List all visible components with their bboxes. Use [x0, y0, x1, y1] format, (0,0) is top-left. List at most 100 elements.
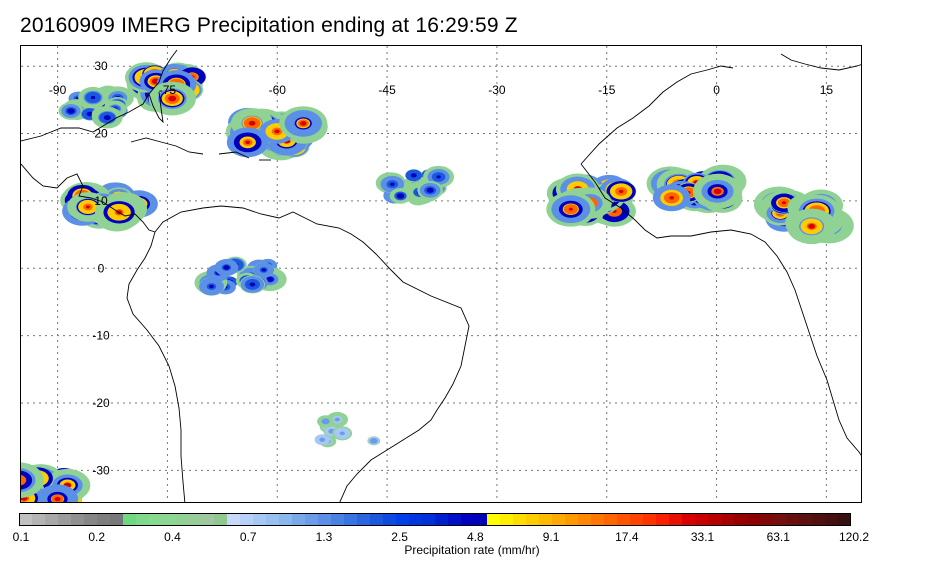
- latitude-label: 10: [94, 194, 108, 208]
- colorbar-swatch: [461, 513, 475, 526]
- colorbar-swatch: [513, 513, 527, 526]
- colorbar-tick-label: 0.7: [239, 530, 257, 544]
- precip-cell-central-africa: [753, 186, 854, 245]
- longitude-label: -45: [378, 83, 396, 97]
- colorbar-swatch: [318, 513, 332, 526]
- coastline-florida: [148, 91, 164, 124]
- precipitation-map: -90 -75 -60 -45 -30 -15 0 15 30 20 10 0 -10 -20 -30: [20, 45, 862, 503]
- colorbar-swatch: [123, 513, 137, 526]
- colorbar-swatch: [526, 513, 540, 526]
- colorbar-tick-label: 63.1: [766, 530, 790, 544]
- colorbar-swatch: [721, 513, 735, 526]
- latitude-label: -30: [92, 463, 110, 477]
- precip-cell-south-atlantic: [314, 411, 381, 448]
- colorbar-swatch: [97, 513, 111, 526]
- coastline-africa-west: [580, 163, 861, 456]
- precip-cell-amazon: [194, 256, 287, 296]
- coastlines: [21, 49, 861, 502]
- longitude-label: -15: [598, 83, 616, 97]
- colorbar-swatch: [448, 513, 462, 526]
- colorbar-swatch: [825, 513, 839, 526]
- precip-cell-atlantic-west: [225, 106, 328, 161]
- colorbar-swatch: [786, 513, 800, 526]
- colorbar-swatch: [149, 513, 163, 526]
- colorbar-caption: Precipitation rate (mm/hr): [404, 543, 540, 557]
- coastline-south-america: [154, 205, 470, 502]
- longitude-label: 0: [713, 83, 720, 97]
- graticule: [21, 46, 861, 502]
- colorbar-swatch: [643, 513, 657, 526]
- colorbar-swatch: [760, 513, 774, 526]
- coastline-central-america: [21, 163, 156, 233]
- colorbar-swatch: [799, 513, 813, 526]
- colorbar-swatch: [45, 513, 59, 526]
- colorbar-tick-label: 33.1: [690, 530, 715, 544]
- colorbar-swatch: [175, 513, 189, 526]
- colorbar-swatch: [19, 513, 33, 526]
- map-title: 20160909 IMERG Precipitation ending at 1…: [20, 14, 518, 37]
- colorbar-swatch: [32, 513, 46, 526]
- latitude-label: 20: [94, 127, 108, 141]
- colorbar-swatch: [552, 513, 566, 526]
- colorbar-tick-labels: 0.1 0.2 0.4 0.7 1.3 2.5 4.8 9.1 17.4 33.1 63.1 120.…: [0, 530, 944, 544]
- colorbar-swatch: [656, 513, 670, 526]
- latitude-label: -20: [92, 396, 110, 410]
- colorbar-swatch: [188, 513, 202, 526]
- colorbar: [19, 513, 851, 526]
- coastline-cuba: [130, 137, 204, 155]
- colorbar-swatch: [617, 513, 631, 526]
- colorbar-swatch: [435, 513, 449, 526]
- precip-cell-central-america: [60, 182, 158, 232]
- colorbar-swatch: [162, 513, 176, 526]
- precip-cell-itcz-africa-west: [546, 173, 637, 227]
- colorbar-swatch: [253, 513, 267, 526]
- colorbar-swatch: [266, 513, 280, 526]
- precipitation-layer: [21, 62, 854, 502]
- colorbar-swatch: [838, 513, 851, 526]
- colorbar-swatch: [214, 513, 228, 526]
- colorbar-swatch: [669, 513, 683, 526]
- precip-cell-west-africa: [646, 164, 747, 214]
- precip-cell-caribbean-north: [124, 62, 207, 116]
- colorbar-border: [19, 513, 851, 526]
- longitude-label: -90: [49, 83, 67, 97]
- precip-cell-itcz-atlantic: [375, 165, 455, 206]
- colorbar-swatch: [500, 513, 514, 526]
- colorbar-tick-label: 120.2: [838, 530, 870, 544]
- colorbar-swatch: [110, 513, 124, 526]
- colorbar-tick-label: 0.2: [88, 530, 106, 544]
- colorbar-swatch: [604, 513, 618, 526]
- colorbar-swatch: [747, 513, 761, 526]
- colorbar-swatch: [409, 513, 423, 526]
- colorbar-swatch: [344, 513, 358, 526]
- axis-labels: -90 -75 -60 -45 -30 -15 0 15 30 20 10 0 -10 -20 -30: [49, 59, 833, 477]
- colorbar-swatch: [422, 513, 436, 526]
- colorbar-tick-label: 0.1: [12, 530, 30, 544]
- colorbar-swatch: [331, 513, 345, 526]
- colorbar-tick-label: 4.8: [467, 530, 484, 544]
- colorbar-swatch: [708, 513, 722, 526]
- colorbar-swatch: [292, 513, 306, 526]
- colorbar-swatch: [487, 513, 501, 526]
- coastline-hispaniola: [218, 151, 250, 159]
- colorbar-swatch: [578, 513, 592, 526]
- colorbar-swatch: [565, 513, 579, 526]
- latitude-label: -10: [92, 329, 110, 343]
- precip-cell-south-pacific: [21, 462, 91, 502]
- colorbar-swatch: [370, 513, 384, 526]
- coastline-africa: [580, 65, 734, 165]
- colorbar-swatch: [695, 513, 709, 526]
- precip-cell-gulf-east: [58, 85, 134, 129]
- longitude-label: -60: [269, 83, 287, 97]
- colorbar-swatch: [71, 513, 85, 526]
- colorbar-swatch: [136, 513, 150, 526]
- colorbar-swatch: [773, 513, 787, 526]
- colorbar-swatch: [240, 513, 254, 526]
- colorbar-tick-label: 17.4: [615, 530, 639, 544]
- colorbar-tick-label: 9.1: [542, 530, 560, 544]
- longitude-label: 15: [820, 83, 834, 97]
- latitude-label: 0: [98, 261, 105, 275]
- longitude-label: -30: [488, 83, 506, 97]
- colorbar-swatch: [812, 513, 826, 526]
- colorbar-swatch: [734, 513, 748, 526]
